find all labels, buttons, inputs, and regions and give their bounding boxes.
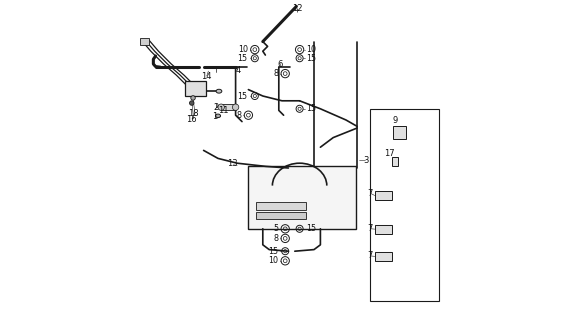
Text: 15: 15 (307, 104, 317, 113)
Bar (375, 191, 393, 200)
Text: 8: 8 (273, 234, 278, 243)
Text: 5: 5 (273, 224, 278, 233)
Bar (375, 252, 393, 261)
Circle shape (232, 104, 239, 110)
Circle shape (190, 101, 194, 105)
Ellipse shape (215, 114, 221, 118)
Text: 15: 15 (268, 247, 278, 256)
Text: 4: 4 (235, 66, 240, 75)
Bar (257, 202, 306, 210)
Text: 11: 11 (218, 106, 228, 115)
Circle shape (191, 96, 195, 100)
Bar (248, 166, 355, 229)
Ellipse shape (216, 89, 222, 93)
Text: 1: 1 (212, 112, 218, 121)
Bar (185, 81, 206, 96)
Bar (393, 157, 398, 166)
Text: 10: 10 (238, 45, 248, 54)
Bar (370, 109, 439, 301)
Text: 16: 16 (187, 115, 197, 124)
Text: 10: 10 (307, 45, 316, 54)
Text: 12: 12 (292, 4, 303, 12)
Text: 15: 15 (237, 92, 248, 100)
Text: 8: 8 (273, 69, 278, 78)
Text: 2: 2 (214, 103, 219, 112)
Text: 10: 10 (268, 256, 278, 265)
Bar (221, 104, 236, 110)
Text: 7: 7 (367, 252, 373, 260)
Text: 18: 18 (188, 109, 199, 118)
Bar (140, 38, 148, 45)
Text: 3: 3 (363, 156, 369, 164)
Text: 15: 15 (237, 54, 248, 63)
Text: 7: 7 (367, 224, 373, 233)
Bar (257, 212, 306, 219)
Text: 13: 13 (227, 159, 237, 168)
Circle shape (218, 104, 224, 110)
Text: 8: 8 (236, 111, 241, 120)
Text: 7: 7 (367, 189, 373, 198)
Text: 17: 17 (384, 149, 394, 158)
Text: 15: 15 (307, 54, 317, 63)
Text: 9: 9 (393, 116, 398, 125)
Text: 15: 15 (307, 224, 317, 233)
Text: 6: 6 (277, 60, 283, 68)
Text: 14: 14 (201, 72, 212, 81)
Bar (393, 126, 406, 139)
Bar (375, 225, 393, 234)
